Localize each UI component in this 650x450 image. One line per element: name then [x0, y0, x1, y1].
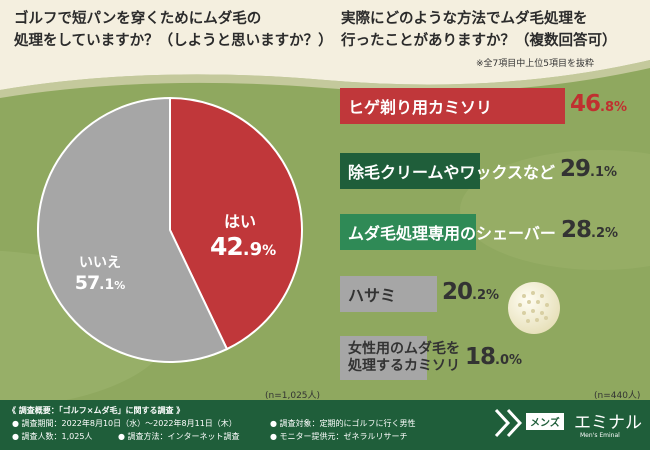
logo-mens: メンズ [526, 413, 564, 430]
survey-provider: ● モニター提供元：ゼネラルリサーチ [270, 432, 408, 441]
pie-yes-unit: % [262, 243, 277, 259]
bar-label-5-line1: 女性用のムダ毛を [348, 341, 460, 357]
bar-value-4-unit: % [486, 288, 500, 303]
bar-label-3: ムダ毛処理専用のシェーバー [348, 224, 556, 243]
bar-row-2: 除毛クリームやワックスなど [340, 153, 555, 189]
bar-question-note: ※全7項目中上位5項目を抜粋 [476, 59, 594, 69]
pie-no-value-dec: .1 [99, 277, 115, 293]
pie-slice-no [37, 96, 229, 363]
survey-heading: 《 調査概要：「ゴルフ×ムダ毛」に関する調査 》 [8, 406, 185, 415]
bar-question: 実際にどのような方法でムダ毛処理を 行ったことがありますか？（複数回答可） [341, 8, 617, 52]
pie-question: ゴルフで短パンを穿くためにムダ毛の 処理をしていますか？（しようと思いますか？） [14, 8, 333, 52]
pie-yes-label: はい [223, 212, 256, 231]
bar-value-2: 29.1% [560, 156, 617, 182]
brand-logo: メンズ エミナル Men's Eminal [494, 406, 642, 444]
bar-value-1: 46.8% [570, 91, 627, 117]
bar-label-1: ヒゲ剃り用カミソリ [348, 98, 493, 117]
pie-chart [37, 96, 303, 363]
pie-no-label: いいえ [79, 255, 121, 271]
bar-value-5: 18.0% [465, 344, 522, 370]
bar-question-line2: 行ったことがありますか？（複数回答可） [341, 33, 617, 49]
pie-question-line2: 処理をしていますか？（しようと思いますか？） [14, 33, 333, 49]
bar-value-3-dec: .2 [591, 226, 605, 241]
survey-method: ● 調査方法：インターネット調査 [118, 432, 240, 441]
survey-count: ● 調査人数：1,025人 [12, 432, 93, 441]
bar-value-4-int: 20 [442, 279, 473, 305]
bar-value-3-int: 28 [561, 217, 592, 243]
bar-value-3-unit: % [605, 226, 619, 241]
logo-mark-icon [494, 408, 522, 438]
bar-value-4: 20.2% [442, 279, 499, 305]
bar-value-5-dec: .0 [495, 353, 509, 368]
bar-value-3: 28.2% [561, 217, 618, 243]
pie-no-unit: % [114, 279, 126, 292]
bar-value-2-unit: % [604, 165, 618, 180]
pie-sample-note: (n=1,025人) [265, 391, 321, 401]
pie-slice-yes [169, 96, 303, 351]
pie-yes-label-group: はい 42.9% [210, 208, 276, 261]
bar-value-4-dec: .2 [472, 288, 486, 303]
bar-label-2: 除毛クリームやワックスなど [348, 163, 556, 182]
bar-row-1: ヒゲ剃り用カミソリ [340, 88, 565, 124]
bar-value-1-dec: .8 [600, 100, 614, 115]
bar-sample-note: (n=440人) [594, 391, 641, 401]
bar-value-5-int: 18 [465, 344, 496, 370]
pie-yes-value-int: 42 [210, 232, 244, 261]
bar-value-2-dec: .1 [590, 165, 604, 180]
bar-label-4: ハサミ [348, 286, 397, 305]
survey-target: ● 調査対象：定期的にゴルフに行く男性 [270, 419, 416, 428]
pie-yes-value-dec: .9 [242, 239, 263, 260]
pie-no-label-group: いいえ 57.1% [70, 252, 130, 294]
bar-row-3: ムダ毛処理専用のシェーバー [340, 214, 556, 250]
pie-question-line1: ゴルフで短パンを穿くためにムダ毛の [14, 11, 262, 27]
logo-eminal: エミナル [574, 413, 642, 433]
bar-value-2-int: 29 [560, 156, 591, 182]
bar-value-5-unit: % [509, 353, 523, 368]
pie-no-value-int: 57 [74, 272, 100, 294]
bar-question-line1: 実際にどのような方法でムダ毛処理を [341, 11, 588, 27]
logo-sub: Men's Eminal [580, 432, 620, 439]
bar-row-4: ハサミ [340, 276, 437, 312]
bar-row-5: 女性用のムダ毛を 処理するカミソリ [340, 336, 460, 380]
bar-label-5-line2: 処理するカミソリ [348, 358, 460, 374]
bar-value-1-unit: % [614, 100, 628, 115]
golf-ball-icon [508, 282, 560, 334]
survey-period: ● 調査期間：2022年8月10日（水）〜2022年8月11日（木） [12, 419, 237, 428]
bar-value-1-int: 46 [570, 91, 601, 117]
